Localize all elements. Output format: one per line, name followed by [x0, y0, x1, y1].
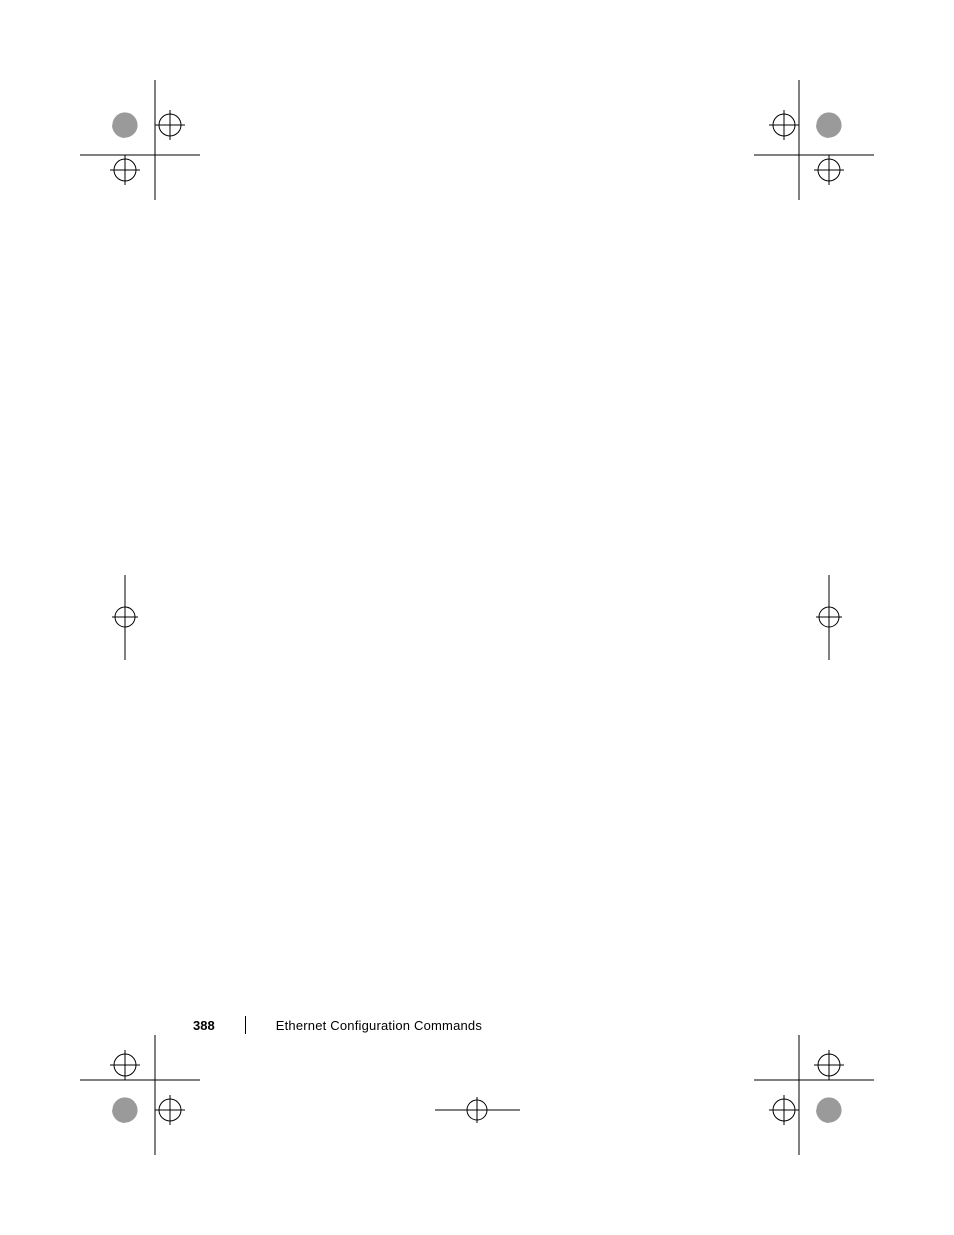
side-mark-right	[816, 575, 842, 660]
page-number: 388	[193, 1018, 215, 1033]
corner-mark-bottom-left	[80, 1035, 200, 1155]
footer-section-title: Ethernet Configuration Commands	[276, 1018, 482, 1033]
page-footer: 388 Ethernet Configuration Commands	[193, 1016, 482, 1034]
footer-separator	[245, 1016, 246, 1034]
registration-marks	[0, 0, 954, 1235]
side-mark-bottom	[435, 1097, 520, 1123]
side-mark-left	[112, 575, 138, 660]
corner-mark-top-right	[754, 80, 874, 200]
corner-mark-bottom-right	[754, 1035, 874, 1155]
corner-mark-top-left	[80, 80, 200, 200]
